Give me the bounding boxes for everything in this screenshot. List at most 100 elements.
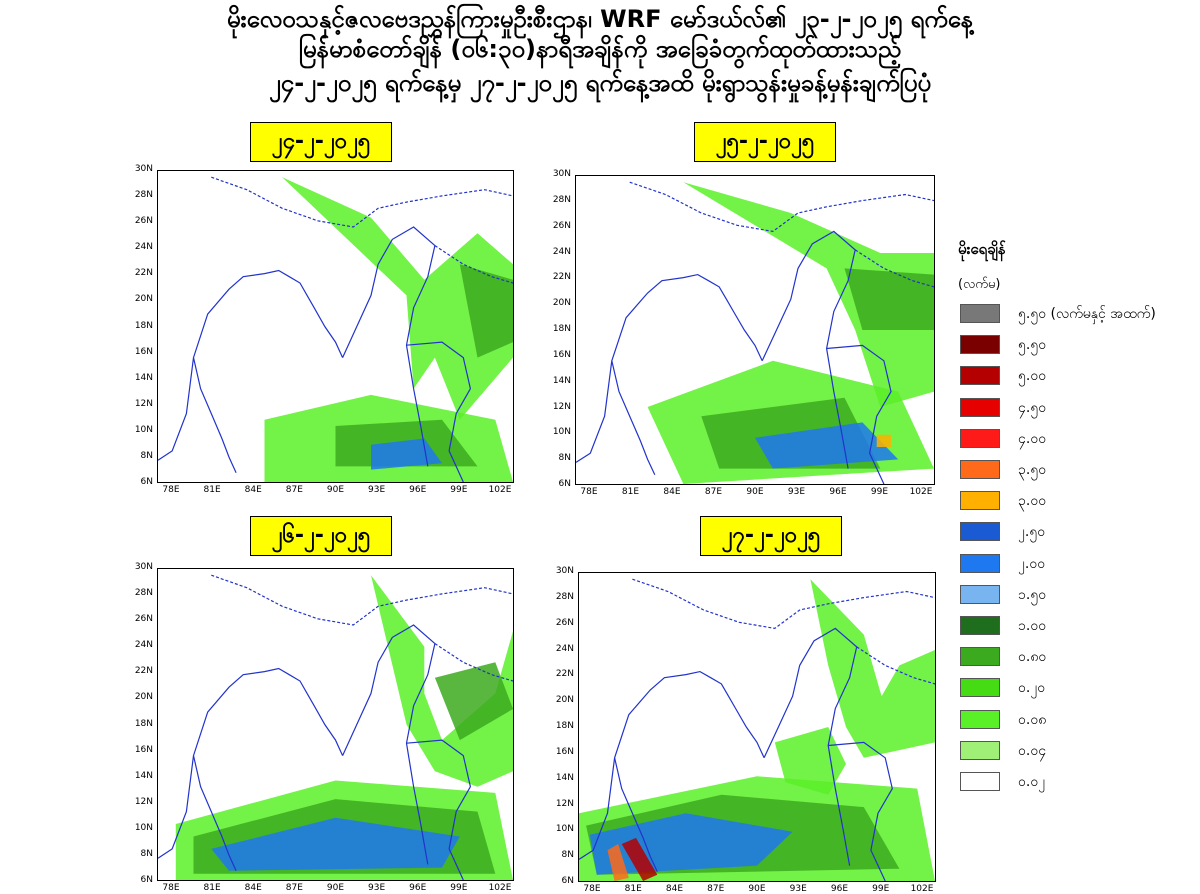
legend-swatch [960,428,1000,448]
lat-tick-label: 30N [552,169,571,179]
legend-swatch [960,335,1000,355]
lon-tick-label: 90E [746,487,764,497]
lat-tick-label: 16N [552,349,571,360]
lat-tick-label: 12N [552,401,571,412]
lat-tick-label: 30N [555,566,574,576]
lon-tick-label: 84E [244,485,262,495]
lat-tick-label: 14N [555,772,574,783]
panel-3-date: ၂၆-၂-၂၀၂၅ [250,516,392,556]
boundary-line [761,230,856,469]
lat-tick-label: 8N [561,850,574,861]
lat-tick-label: 24N [134,242,153,253]
legend-label: ၀.၂၀ [1018,680,1046,697]
lat-tick-label: 28N [552,194,571,205]
lon-tick-label: 90E [748,884,766,894]
map-svg [579,578,935,881]
map-svg [158,176,513,482]
boundary-line [576,273,763,463]
legend-swatch [960,491,1000,511]
rainfall-area [755,422,899,469]
lat-tick-label: 22N [134,666,153,677]
lon-tick-label: 78E [162,883,180,893]
boundary-line [406,739,472,880]
lat-tick-label: 20N [555,695,574,706]
lat-tick-label: 10N [555,824,574,835]
lat-tick-label: 24N [552,246,571,257]
legend-swatch [960,460,1000,479]
boundary-line [828,741,893,881]
lat-tick-label: 26N [134,614,153,625]
legend-swatch [960,616,1000,635]
map-svg [158,574,513,880]
legend-swatch [960,678,1000,698]
lat-tick-label: 12N [134,398,153,409]
rainfall-area [211,817,460,871]
lon-tick-label: 87E [285,485,303,495]
boundary-line [211,574,513,626]
rainfall-area [844,268,934,330]
lat-tick-label: 30N [134,164,153,174]
lat-tick-label: 10N [552,427,571,438]
lat-tick-label: 8N [558,453,571,464]
rainfall-area [810,579,935,758]
lat-tick-label: 8N [140,848,153,859]
boundary-line [614,757,658,873]
lat-tick-label: 6N [140,477,153,487]
panel-1-date: ၂၄-၂-၂၀၂၅ [250,122,392,162]
boundary-line [629,181,934,233]
boundary-line [854,249,934,288]
lat-tick-label: 6N [140,875,153,885]
lat-tick-label: 22N [552,272,571,283]
lat-tick-label: 10N [134,822,153,833]
lat-tick-label: 18N [134,718,153,729]
lat-tick-label: 26N [134,216,153,227]
legend-label: ၅.၅၀ (လက်မနှင့် အထက်) [1018,306,1156,322]
boundary-line [192,357,237,473]
rainfall-area [282,177,513,420]
legend-label: ၀.၀၈ [1018,711,1047,728]
lat-tick-label: 20N [552,298,571,309]
lon-tick-label: 96E [829,487,847,497]
rainfall-area [434,662,513,741]
lat-tick-label: 14N [134,372,153,383]
lat-tick-label: 24N [134,640,153,651]
legend-swatch [960,772,1000,791]
lat-tick-label: 6N [558,479,571,489]
lat-tick-label: 26N [555,617,574,628]
lat-tick-label: 20N [134,692,153,703]
lon-tick-label: 102E [909,487,933,497]
lon-tick-label: 99E [450,485,468,495]
lat-tick-label: 18N [555,721,574,731]
lon-tick-label: 102E [488,883,512,893]
lon-tick-label: 87E [707,884,725,894]
map-svg [576,181,934,484]
header-line-3: ၂၄-၂-၂၀၂၅ ရက်နေ့မှ ၂၇-၂-၂၀၂၅ ရက်နေ့အထိ မ… [268,69,932,97]
lon-tick-label: 99E [450,883,468,893]
panel-2-date: ၂၅-၂-၂၀၂၅ [694,122,836,162]
legend-label: ၄.၅၀ [1018,399,1047,416]
lat-tick-label: 26N [552,220,571,231]
lat-tick-label: 14N [134,770,153,781]
legend-label: ၅.၀၀ [1018,368,1047,385]
legend-swatch [960,647,1000,667]
boundary-line [158,269,344,461]
lon-tick-label: 99E [872,884,890,894]
legend-swatch [960,304,1000,323]
lat-tick-label: 28N [134,588,153,599]
lat-tick-label: 18N [134,320,153,331]
legend-swatch [960,584,1000,604]
boundary-line [856,646,935,685]
legend-swatch [960,366,1000,386]
legend-label: ၂.၀၀ [1018,555,1046,572]
rainfall-area [371,575,513,787]
boundary-line [434,245,513,284]
lat-tick-label: 16N [555,746,574,757]
legend-unit: (လက်မ) [958,277,1001,292]
header-line-1: မိုးလေဝသနှင့်ဇလဗေဒညွှန်ကြားမှုဦးစီးဌာန၊ … [226,5,974,33]
legend-label: ၃.၅၀ [1018,462,1047,478]
legend-label: ၀.၀၄ [1018,742,1047,759]
lon-tick-label: 96E [409,485,427,495]
boundary-line [342,624,436,865]
lon-tick-label: 90E [326,485,345,495]
legend-label: ၀.၀၂ [1018,774,1046,790]
